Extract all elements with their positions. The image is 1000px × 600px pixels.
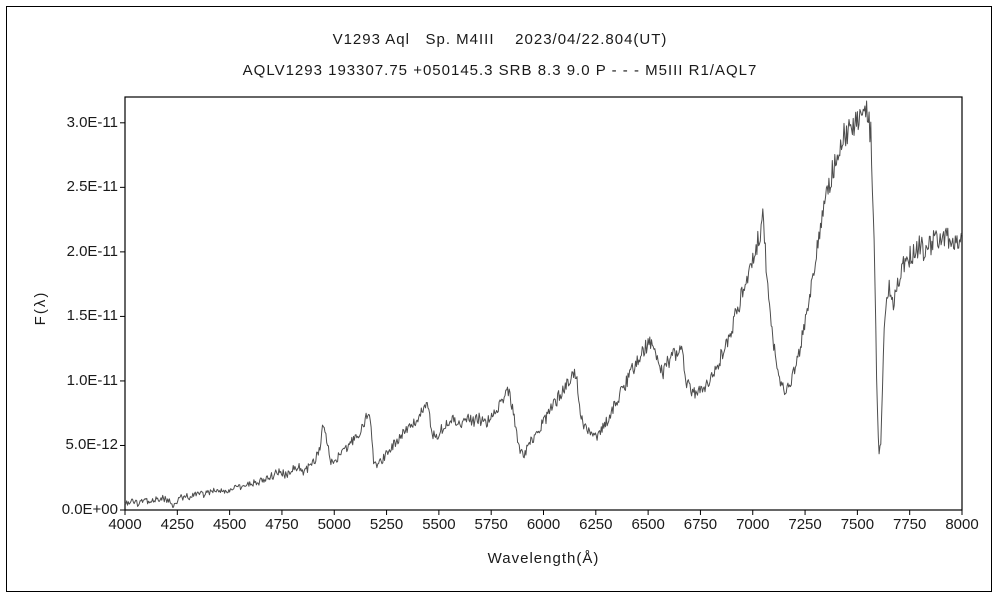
x-tick-label: 5500 — [422, 516, 456, 533]
y-tick-label: 1.5E-11 — [66, 307, 118, 325]
y-tick-label: 0.0E+00 — [61, 501, 118, 518]
y-tick-label: 5.0E-12 — [65, 436, 118, 454]
x-axis-label: Wavelength(Å) — [487, 550, 600, 567]
x-tick-label: 7000 — [736, 516, 770, 533]
x-tick-label: 5750 — [474, 516, 508, 533]
x-tick-label: 5000 — [317, 516, 351, 533]
x-tick-label: 4500 — [212, 516, 247, 533]
x-tick-label: 7500 — [840, 516, 875, 533]
x-tick-label: 7750 — [893, 516, 927, 533]
y-tick-label: 2.5E-11 — [66, 178, 118, 196]
x-tick-label: 6500 — [631, 516, 665, 533]
x-tick-label: 7250 — [788, 516, 822, 533]
y-tick-label: 2.0E-11 — [66, 242, 118, 260]
chart-subtitle-catalog-line: AQLV1293 193307.75 +050145.3 SRB 8.3 9.0… — [242, 62, 758, 79]
x-tick-label: 4250 — [160, 516, 194, 533]
x-tick-label: 5250 — [369, 516, 404, 533]
y-tick-label: 1.0E-11 — [66, 371, 118, 389]
chart-title: V1293 Aql Sp. M4III 2023/04/22.804(UT) — [332, 31, 668, 48]
x-tick-label: 6250 — [579, 516, 613, 533]
y-tick-label: 3.0E-11 — [66, 113, 118, 131]
x-tick-label: 8000 — [945, 516, 979, 533]
spectrum-line — [124, 100, 963, 508]
x-tick-label: 6750 — [683, 516, 718, 533]
x-tick-label: 4000 — [108, 516, 142, 533]
x-tick-label: 6000 — [526, 516, 561, 533]
x-tick-label: 4750 — [265, 516, 299, 533]
chart-border — [6, 6, 992, 592]
